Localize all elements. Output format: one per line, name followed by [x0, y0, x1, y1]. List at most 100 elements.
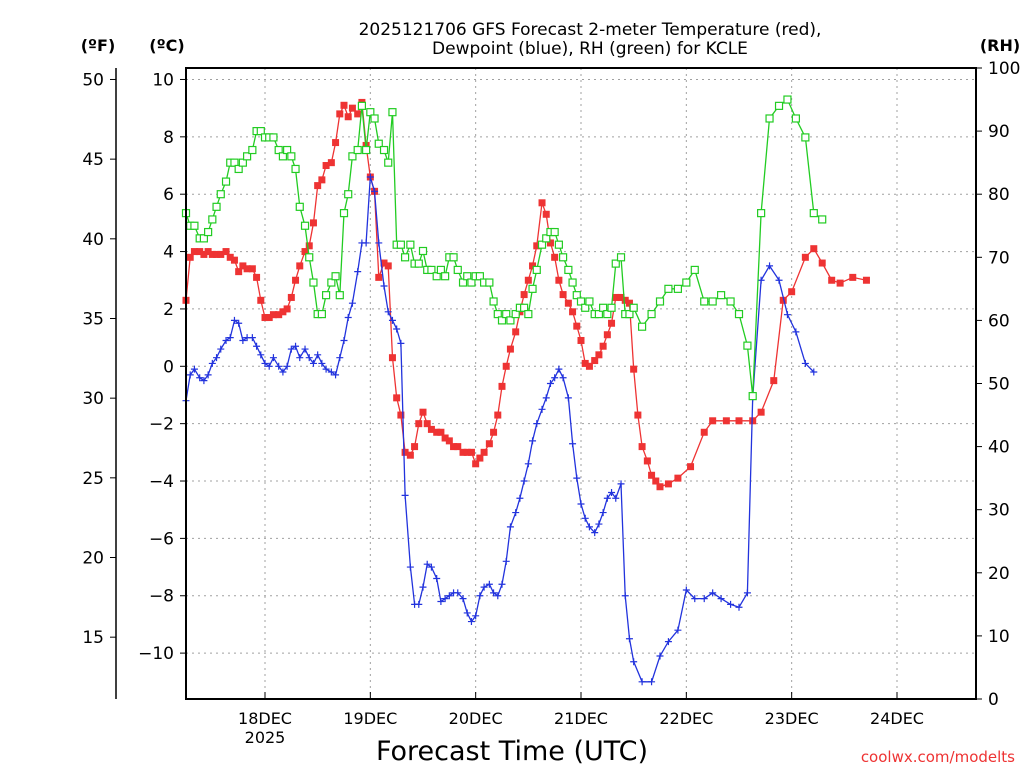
rh-point [309, 278, 318, 287]
temperature-point [257, 296, 265, 304]
temperature-point [581, 359, 589, 367]
celsius-tick-label: −6 [149, 529, 174, 549]
temperature-point [512, 328, 520, 336]
rh-tick-label: 30 [988, 501, 1010, 521]
fahrenheit-tick-label: 40 [82, 230, 104, 250]
rh-point [458, 278, 468, 287]
rh-point [305, 253, 314, 262]
dewpoint-point [700, 595, 708, 603]
rh-point [449, 253, 458, 262]
x-tick-label: 22DEC [659, 709, 713, 728]
dewpoint-point [208, 359, 216, 367]
rh-point [791, 114, 800, 123]
rh-point [743, 341, 752, 350]
dewpoint-point [555, 365, 563, 373]
temperature-point [445, 437, 453, 445]
dewpoint-point [757, 276, 765, 284]
rh-point [716, 291, 726, 300]
temperature-point [287, 293, 295, 301]
temperature-point [506, 345, 514, 353]
rh-point [506, 316, 515, 325]
rh-point [524, 309, 533, 319]
temperature-point [208, 250, 216, 258]
rh-tick-label: 90 [988, 122, 1010, 142]
dewpoint-point [577, 500, 585, 508]
dewpoint-point [621, 592, 629, 600]
rh-point [655, 297, 665, 306]
temperature-point [599, 342, 607, 350]
dewpoint-point [427, 563, 435, 571]
temperature-point [190, 248, 198, 256]
dewpoint-point [265, 362, 273, 370]
temperature-point [375, 273, 383, 281]
temperature-point [533, 242, 541, 250]
dewpoint-point [322, 365, 330, 373]
temperature-point [836, 279, 844, 287]
x-tick-label: 19DEC [343, 709, 397, 728]
temperature-point [406, 451, 414, 459]
series-temperature [182, 98, 870, 491]
rh-point [300, 221, 310, 230]
dewpoint-point [393, 325, 401, 333]
dewpoint-point [638, 678, 646, 686]
dewpoint-point [494, 592, 502, 600]
rh-point [317, 309, 326, 319]
rh-point [734, 309, 744, 319]
temperature-point [296, 262, 304, 270]
temperature-point [384, 262, 392, 270]
temperature-point [305, 242, 313, 250]
temperature-point [818, 259, 826, 267]
dewpoint-point [309, 359, 317, 367]
fahrenheit-tick-label: 50 [82, 70, 104, 90]
rh-point [208, 215, 217, 224]
dewpoint-point [348, 299, 356, 307]
temperature-point [638, 443, 646, 451]
rh-point [511, 309, 520, 319]
temperature-point [283, 305, 291, 313]
temperature-point [380, 259, 388, 267]
temperature-point [538, 199, 546, 207]
celsius-tick-label: −2 [149, 415, 174, 435]
x-tick-label: 24DEC [870, 709, 924, 728]
dewpoint-point [630, 658, 638, 666]
rh-point [664, 284, 673, 293]
rh-point [502, 309, 511, 319]
rh-tick-label: 0 [988, 690, 999, 710]
temperature-point [687, 463, 695, 471]
temperature-point [828, 276, 836, 284]
temperature-point [340, 101, 348, 109]
temperature-point [397, 411, 405, 419]
temperature-point [551, 253, 559, 261]
rh-point [467, 278, 476, 287]
rh-point [238, 158, 247, 167]
dewpoint-point [682, 586, 690, 594]
dewpoint-point [595, 520, 603, 528]
rh-point [585, 297, 594, 306]
rh-point [485, 278, 494, 287]
temperature-point [253, 273, 261, 281]
temperature-point [573, 322, 581, 330]
dewpoint-point [257, 351, 265, 359]
dewpoint-point [388, 316, 396, 324]
temperature-point [617, 293, 625, 301]
dewpoint-point [617, 480, 625, 488]
celsius-tick-label: 6 [163, 185, 174, 205]
temperature-point [788, 288, 796, 296]
rh-point [256, 126, 265, 136]
temperature-point [309, 219, 317, 227]
temperature-point [709, 417, 717, 425]
rh-point [809, 209, 818, 218]
temperature-point [608, 319, 616, 327]
temperature-point [292, 276, 300, 284]
temperature-point [625, 299, 633, 307]
temperature-point [450, 443, 458, 451]
dewpoint-point [516, 494, 524, 502]
rh-point [216, 190, 225, 199]
dewpoint-point [354, 268, 362, 276]
watermark: coolwx.com/modelts [861, 748, 1015, 766]
temperature-point [559, 291, 567, 299]
dewpoint-point [498, 580, 506, 588]
rh-point [242, 152, 252, 161]
temperature-point [318, 176, 326, 184]
rh-point [726, 297, 735, 306]
